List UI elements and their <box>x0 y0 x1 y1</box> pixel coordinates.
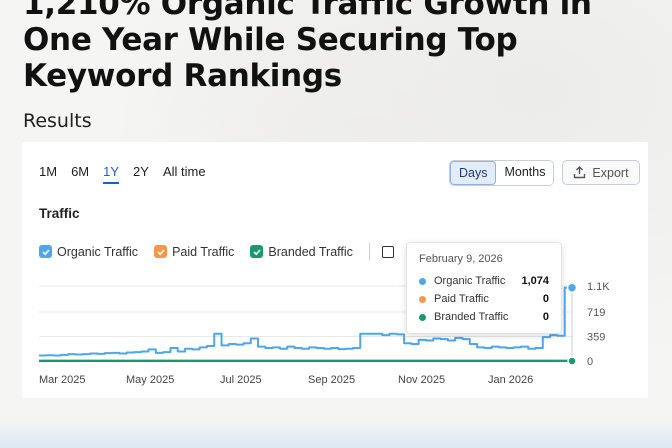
panel-title: Traffic <box>39 206 80 221</box>
series-line-organic-traffic <box>39 286 572 357</box>
months-button[interactable]: Months <box>496 161 554 185</box>
legend-branded-label: Branded Traffic <box>268 244 353 259</box>
tooltip-row-value: 0 <box>542 293 549 305</box>
traffic-card: 1M 6M 1Y 2Y All time Days Months Export … <box>22 142 648 398</box>
range-2y[interactable]: 2Y <box>133 164 149 179</box>
traffic-chart: Mar 2025 May 2025 Jul 2025 Sep 2025 Nov 2025… <box>39 281 610 386</box>
range-1y[interactable]: 1Y <box>103 164 120 184</box>
checkbox-icon <box>250 245 264 258</box>
export-icon <box>574 166 586 179</box>
legend-paid[interactable]: Paid Traffic <box>154 245 234 259</box>
tooltip-row-paid: Paid Traffic 0 <box>419 290 549 308</box>
x-tick-label: May 2025 <box>126 374 174 386</box>
checkbox-icon <box>39 245 52 258</box>
y-tick-label: 0 <box>587 356 593 368</box>
branded-dot-icon <box>419 313 426 321</box>
y-tick-label: 1.1K <box>587 281 610 293</box>
page-headline: 1,210% Organic Traffic Growth in One Yea… <box>23 0 592 94</box>
organic-dot-icon <box>419 277 426 285</box>
legend-organic-label: Organic Traffic <box>57 244 139 259</box>
legend-organic[interactable]: Organic Traffic <box>39 245 138 259</box>
export-label: Export <box>592 165 629 180</box>
tooltip-row-value: 1,074 <box>521 275 549 287</box>
x-tick-label: Jul 2025 <box>220 374 262 386</box>
range-all-time[interactable]: All time <box>162 164 206 179</box>
legend-branded[interactable]: Branded Traffic <box>250 245 353 259</box>
x-tick-label: Nov 2025 <box>398 374 445 386</box>
tooltip-row-value: 0 <box>542 311 549 323</box>
y-tick-label: 719 <box>587 307 605 319</box>
tooltip-row-label: Branded Traffic <box>434 311 509 323</box>
export-button[interactable]: Export <box>562 160 640 185</box>
range-selector: 1M 6M 1Y 2Y All time <box>39 164 206 184</box>
x-tick-label: Mar 2025 <box>39 374 85 386</box>
legend-divider <box>368 243 370 260</box>
days-button[interactable]: Days <box>450 161 497 185</box>
range-1m[interactable]: 1M <box>39 164 58 179</box>
tooltip-row-label: Organic Traffic <box>434 275 506 287</box>
background-wave <box>0 418 672 448</box>
checkbox-icon <box>154 245 168 258</box>
notes-icon[interactable] <box>381 245 394 258</box>
hover-point-organic <box>566 282 578 294</box>
tooltip-row-label: Paid Traffic <box>434 293 489 305</box>
tooltip-date: February 9, 2026 <box>419 253 503 265</box>
range-6m[interactable]: 6M <box>71 164 90 179</box>
granularity-toggle: Days Months <box>449 160 555 186</box>
x-tick-label: Sep 2025 <box>308 374 355 386</box>
chart-legend: Organic Traffic Paid Traffic Branded Tra… <box>39 243 394 260</box>
hover-point-branded <box>567 356 577 366</box>
results-label: Results <box>23 110 92 132</box>
tooltip-row-organic: Organic Traffic 1,074 <box>419 272 549 290</box>
paid-dot-icon <box>419 295 426 303</box>
y-tick-label: 359 <box>587 332 605 344</box>
tooltip-row-branded: Branded Traffic 0 <box>419 308 549 326</box>
chart-tooltip: February 9, 2026 Organic Traffic 1,074 P… <box>406 242 562 334</box>
x-tick-label: Jan 2026 <box>488 374 533 386</box>
legend-paid-label: Paid Traffic <box>172 244 235 259</box>
